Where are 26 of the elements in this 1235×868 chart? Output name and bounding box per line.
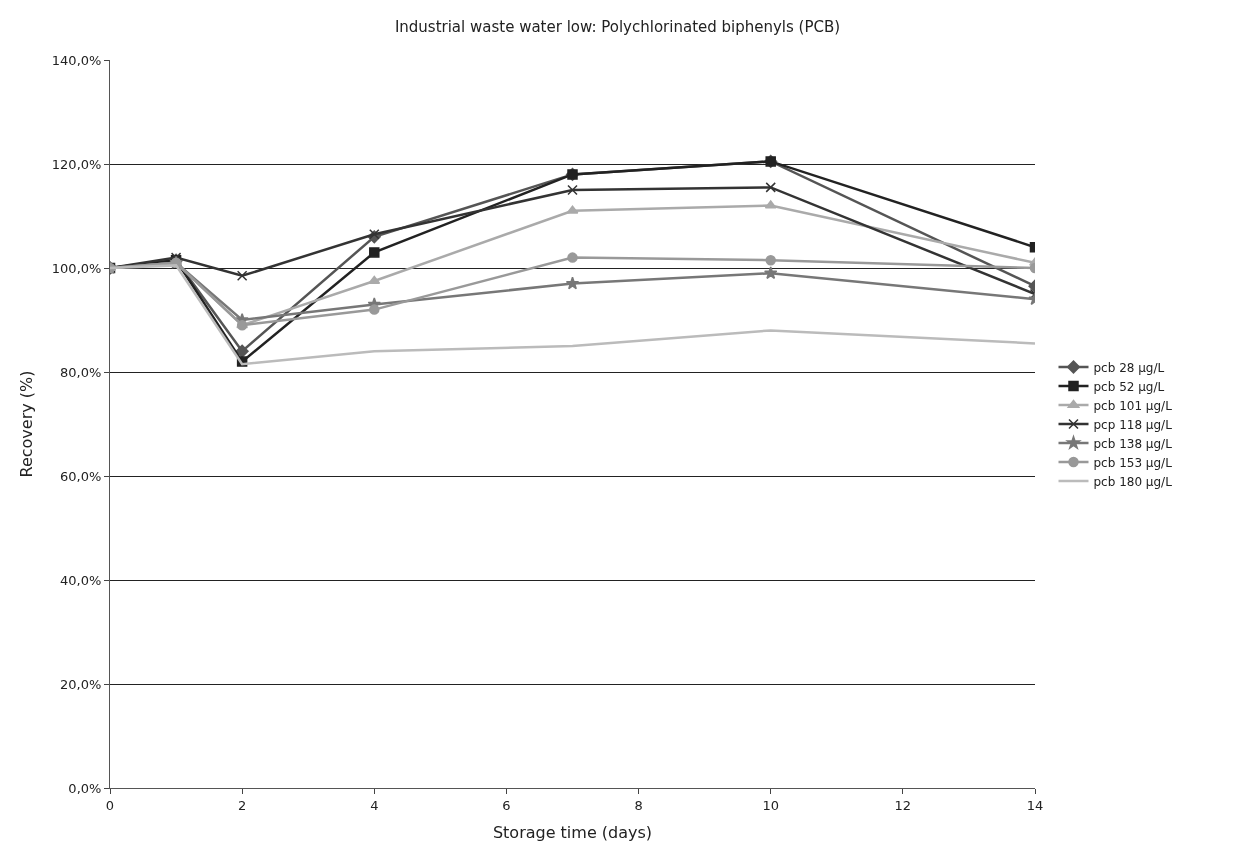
y-tick-label: 40,0% bbox=[60, 572, 102, 588]
x-tick-label: 10 bbox=[762, 797, 779, 813]
x-tick-label: 12 bbox=[894, 797, 912, 813]
legend-label: pcb 101 µg/L bbox=[1093, 398, 1173, 413]
y-tick-label: 20,0% bbox=[60, 676, 102, 692]
y-tick-label: 60,0% bbox=[60, 468, 102, 484]
x-tick-label: 0 bbox=[105, 797, 115, 813]
x-tick-label: 6 bbox=[502, 797, 511, 813]
legend-label: pcb 138 µg/L bbox=[1093, 436, 1173, 451]
chart-title: Industrial waste water low: Polychlorinated biphenyls (PCB) bbox=[394, 18, 841, 37]
x-tick-label: 4 bbox=[370, 797, 379, 813]
legend-label: pcp 118 µg/L bbox=[1093, 417, 1173, 432]
x-tick-label: 14 bbox=[1026, 797, 1044, 813]
x-tick-label: 8 bbox=[634, 797, 643, 813]
y-tick-label: 80,0% bbox=[60, 364, 102, 380]
legend-label: pcb 153 µg/L bbox=[1093, 455, 1173, 470]
y-tick-label: 120,0% bbox=[51, 156, 102, 172]
legend-label: pcb 28 µg/L bbox=[1093, 360, 1165, 375]
y-tick-label: 100,0% bbox=[51, 260, 102, 276]
legend-label: pcb 180 µg/L bbox=[1093, 474, 1173, 489]
y-axis-title: Recovery (%) bbox=[16, 370, 36, 478]
y-tick-label: 140,0% bbox=[51, 52, 102, 68]
x-tick-label: 2 bbox=[238, 797, 247, 813]
legend-label: pcb 52 µg/L bbox=[1093, 379, 1165, 394]
y-tick-label: 0,0% bbox=[68, 780, 102, 796]
x-axis-title: Storage time (days) bbox=[492, 823, 653, 843]
